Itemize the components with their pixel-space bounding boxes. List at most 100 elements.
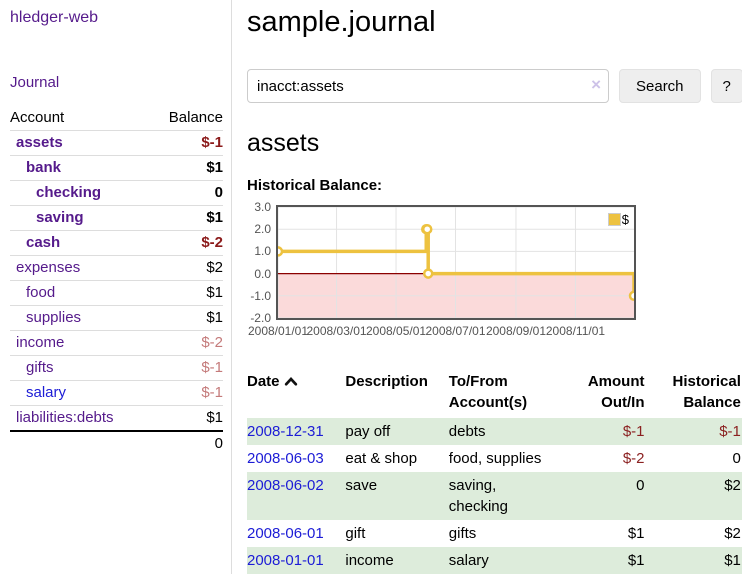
account-balance: $-2: [149, 230, 223, 256]
search-form: × Search ?: [247, 69, 742, 103]
brand-link[interactable]: hledger-web: [10, 9, 99, 26]
transaction-date-link[interactable]: 2008-06-01: [247, 525, 324, 542]
register-header-row: Date Description To/From Account(s) Amou…: [247, 369, 742, 418]
transaction-accounts: gifts: [448, 525, 477, 542]
y-tick-label: -1.0: [250, 288, 271, 303]
account-link-cash[interactable]: cash: [26, 234, 61, 251]
transaction-amount: $-1: [561, 418, 647, 445]
account-row: income $-2: [10, 330, 223, 356]
search-input-wrap: ×: [247, 69, 609, 103]
account-row: bank $1: [10, 155, 223, 181]
account-row: salary $-1: [10, 380, 223, 406]
chart-plot-area: $: [276, 205, 636, 320]
account-title: assets: [247, 129, 320, 157]
account-link-income[interactable]: income: [16, 334, 65, 351]
register-table-body: 2008-12-31 pay off debts $-1 $-1 2008-06-03 ea…: [247, 418, 742, 574]
x-tick-label: 2008/01/01: [247, 324, 309, 338]
transaction-description: eat & shop: [345, 450, 418, 467]
register-row: 2008-06-01 gift gifts $1 $2: [247, 520, 742, 547]
account-balance: $-2: [149, 330, 223, 356]
transaction-description: gift: [345, 525, 366, 542]
account-row: cash $-2: [10, 230, 223, 256]
transaction-description: pay off: [345, 418, 449, 445]
page-title: sample.journal: [247, 6, 436, 38]
accounts-header-account: Account: [10, 109, 65, 126]
account-balance: $-1: [149, 355, 223, 381]
search-button[interactable]: Search: [619, 69, 701, 103]
transaction-amount: $1: [561, 547, 647, 574]
account-balance: $2: [149, 255, 223, 281]
account-row: expenses $2: [10, 255, 223, 281]
help-button[interactable]: ?: [710, 69, 742, 103]
transaction-description: save: [345, 472, 449, 520]
main-content: sample.journal × Search ? assets Histori…: [232, 0, 742, 574]
brand: hledger-web: [10, 8, 223, 28]
transaction-balance: 0: [732, 450, 741, 467]
register-table: Date Description To/From Account(s) Amou…: [247, 369, 742, 574]
clear-search-icon[interactable]: ×: [591, 75, 601, 94]
register-row: 2008-06-02 save saving, checking 0 $2: [247, 472, 742, 520]
account-link-saving[interactable]: saving: [36, 209, 84, 226]
register-row: 2008-06-03 eat & shop food, supplies $-2 0: [247, 445, 742, 472]
account-balance: $1: [149, 305, 223, 331]
y-tick-label: 0.0: [254, 266, 271, 281]
transaction-balance: $-1: [646, 418, 742, 445]
legend-swatch-icon: [607, 213, 621, 226]
account-row: assets $-1: [10, 130, 223, 156]
register-header-balance: Historical Balance: [672, 373, 741, 411]
accounts-table: Account Balance assets $-1 bank $1 checking 0…: [10, 106, 223, 455]
accounts-header-row: Account Balance: [10, 106, 223, 131]
account-link-salary[interactable]: salary: [26, 384, 67, 401]
transaction-amount: $1: [627, 525, 645, 542]
account-row: liabilities:debts $1: [10, 405, 223, 431]
account-link-bank[interactable]: bank: [26, 159, 62, 176]
search-input[interactable]: [247, 69, 609, 103]
account-balance: $1: [149, 280, 223, 306]
sidebar: hledger-web Journal Account Balance asse…: [0, 0, 232, 574]
transaction-date-link[interactable]: 2008-01-01: [247, 552, 324, 569]
transaction-date-link[interactable]: 2008-12-31: [247, 423, 324, 440]
register-header-date[interactable]: Date: [247, 369, 345, 418]
account-link-checking[interactable]: checking: [36, 184, 102, 201]
accounts-total-spacer: [10, 430, 150, 455]
account-link-gifts[interactable]: gifts: [26, 359, 54, 376]
sort-ascending-icon: [284, 377, 297, 386]
account-link-assets[interactable]: assets: [16, 134, 63, 151]
transaction-date-link[interactable]: 2008-06-03: [247, 450, 324, 467]
register-header-amount: Amount Out/In: [587, 373, 645, 411]
register-row: 2008-12-31 pay off debts $-1 $-1: [247, 418, 742, 445]
account-balance: $1: [149, 205, 223, 231]
register-row: 2008-01-01 income salary $1 $1: [247, 547, 742, 574]
account-row: supplies $1: [10, 305, 223, 331]
accounts-table-body: assets $-1 bank $1 checking 0 saving $1 cash $-2 e…: [10, 130, 223, 431]
register-header-description: Description: [345, 373, 428, 390]
chart-title: Historical Balance:: [247, 177, 383, 194]
transaction-balance: $2: [724, 525, 741, 542]
account-link-expenses[interactable]: expenses: [16, 259, 81, 276]
account-link-liabilities-debts[interactable]: liabilities:debts: [16, 409, 114, 426]
nav-journal-link[interactable]: Journal: [10, 74, 60, 91]
y-tick-label: 3.0: [254, 200, 271, 214]
account-balance: 0: [149, 180, 223, 206]
nav-journal: Journal: [10, 73, 223, 93]
account-row: gifts $-1: [10, 355, 223, 381]
register-header-account: To/From Account(s): [448, 373, 528, 411]
y-tick-label: 1.0: [254, 244, 271, 259]
account-balance: $1: [149, 405, 223, 431]
y-tick-label: -2.0: [250, 311, 271, 325]
account-link-food[interactable]: food: [26, 284, 56, 301]
account-link-supplies[interactable]: supplies: [26, 309, 82, 326]
transaction-description: income: [345, 547, 449, 574]
y-tick-label: 2.0: [254, 222, 271, 237]
x-tick-label: 2008/09/01: [485, 324, 546, 338]
account-row: saving $1: [10, 205, 223, 231]
account-row: food $1: [10, 280, 223, 306]
transaction-date-link[interactable]: 2008-06-02: [247, 477, 324, 494]
account-balance: $1: [149, 155, 223, 181]
register-header-date-label: Date: [247, 373, 280, 390]
historical-balance-chart: $ 3.0 2.0 1.0 0.0 -1.0 -2.0 2008/01/01 2008/03/…: [247, 200, 736, 345]
transaction-accounts: saving, checking: [448, 472, 562, 520]
x-tick-label: 2008/03/01: [306, 324, 367, 338]
account-balance: $-1: [149, 130, 223, 156]
